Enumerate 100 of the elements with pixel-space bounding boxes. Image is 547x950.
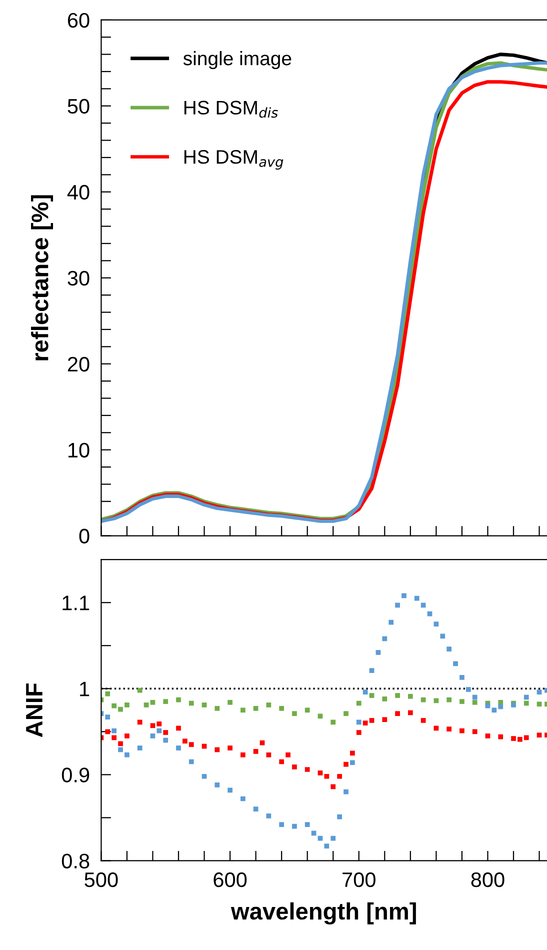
point xyxy=(453,661,458,666)
point xyxy=(460,699,464,704)
point xyxy=(350,750,355,756)
point xyxy=(324,774,330,779)
point xyxy=(137,688,142,693)
point xyxy=(330,720,336,725)
point xyxy=(240,796,246,802)
point xyxy=(240,752,246,758)
point xyxy=(304,767,310,772)
point xyxy=(518,736,522,742)
point xyxy=(324,844,330,849)
legend-label: HS DSM$_{avg}$ xyxy=(184,150,284,170)
point xyxy=(279,759,284,764)
point xyxy=(279,822,284,827)
point xyxy=(266,814,272,818)
point xyxy=(228,700,232,705)
point xyxy=(382,696,388,702)
point xyxy=(176,697,181,702)
point xyxy=(279,706,284,711)
y-tick-label: 40 xyxy=(67,184,90,200)
point xyxy=(356,720,362,725)
y-axis-title: ANIF xyxy=(26,683,42,738)
point xyxy=(344,762,348,767)
point xyxy=(369,693,374,698)
point xyxy=(137,720,142,725)
point xyxy=(176,746,181,750)
point xyxy=(524,735,529,740)
point xyxy=(395,711,400,716)
point xyxy=(408,710,413,716)
point xyxy=(382,636,388,642)
legend-label: HS DSM$_{dis}$ xyxy=(184,100,278,118)
point xyxy=(511,736,516,741)
point xyxy=(202,702,207,708)
point xyxy=(260,740,265,746)
point xyxy=(388,620,394,625)
point xyxy=(214,747,220,752)
point xyxy=(466,687,471,692)
point xyxy=(362,720,368,726)
x-tick-label: 500 xyxy=(84,872,118,888)
point xyxy=(286,752,290,758)
point xyxy=(524,694,529,700)
point xyxy=(369,668,374,673)
y-tick-label: 50 xyxy=(68,98,90,114)
point xyxy=(202,774,207,779)
point xyxy=(150,734,156,738)
point xyxy=(253,748,258,754)
point xyxy=(524,700,529,706)
point xyxy=(536,702,542,707)
point xyxy=(492,708,497,713)
point xyxy=(472,729,478,734)
point xyxy=(228,746,232,750)
point xyxy=(420,602,426,608)
point xyxy=(253,806,258,812)
y-tick-label: 20 xyxy=(68,356,90,372)
point xyxy=(420,718,426,723)
point xyxy=(395,602,400,608)
point xyxy=(118,741,123,746)
point xyxy=(434,622,439,627)
point xyxy=(163,730,168,735)
point xyxy=(414,596,420,601)
point xyxy=(434,698,439,704)
point xyxy=(318,714,323,719)
point xyxy=(124,752,130,758)
point xyxy=(137,746,142,750)
y-tick-label: 60 xyxy=(68,12,90,28)
point xyxy=(118,706,123,712)
point xyxy=(112,735,117,740)
point xyxy=(344,789,348,794)
y-tick-label: 30 xyxy=(68,270,90,286)
point xyxy=(240,708,246,713)
point xyxy=(440,634,446,639)
point xyxy=(460,675,464,680)
point xyxy=(369,718,374,723)
y-tick-label: 0.9 xyxy=(62,768,90,782)
point xyxy=(498,700,504,705)
point xyxy=(228,788,232,793)
point xyxy=(182,738,188,744)
point xyxy=(105,714,110,720)
point xyxy=(292,711,297,716)
point xyxy=(266,752,272,758)
point xyxy=(402,593,406,598)
point xyxy=(498,734,504,740)
point xyxy=(266,702,272,708)
point xyxy=(330,784,336,790)
point xyxy=(188,759,194,764)
point xyxy=(446,697,452,702)
point xyxy=(118,747,123,752)
point xyxy=(376,650,381,655)
point xyxy=(150,723,156,728)
point xyxy=(214,706,220,711)
point xyxy=(105,691,110,696)
point xyxy=(124,702,130,708)
point xyxy=(156,721,162,726)
point xyxy=(253,706,258,711)
point xyxy=(362,690,368,694)
point xyxy=(163,699,168,704)
point xyxy=(330,836,336,841)
point xyxy=(460,728,464,734)
point xyxy=(150,700,156,705)
x-tick-label: 800 xyxy=(471,872,504,888)
